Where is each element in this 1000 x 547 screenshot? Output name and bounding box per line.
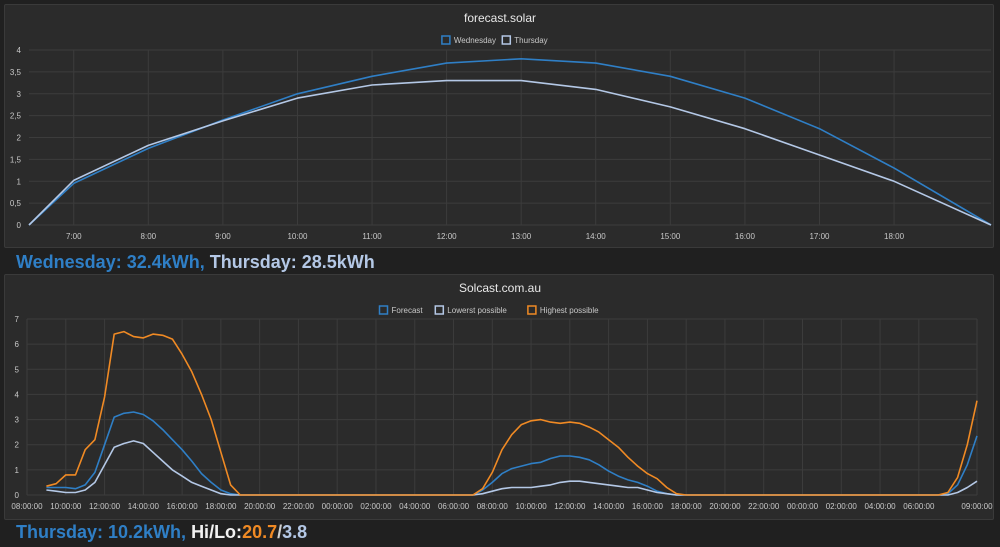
legend-label: Thursday [514, 36, 547, 45]
summary-thursday-total: Thursday: 10.2kWh, [16, 522, 187, 542]
x-tick-label: 8:00 [141, 232, 157, 241]
x-tick-label: 04:00:00 [864, 502, 896, 511]
x-tick-label: 9:00 [215, 232, 231, 241]
x-tick-label: 06:00:00 [903, 502, 935, 511]
x-tick-label: 18:00:00 [205, 502, 237, 511]
y-tick-label: 2 [17, 134, 22, 143]
x-tick-label: 13:00 [511, 232, 532, 241]
y-tick-label: 6 [15, 340, 20, 349]
y-tick-label: 3,5 [10, 68, 22, 77]
y-tick-label: 3 [15, 416, 20, 425]
legend-swatch [441, 35, 451, 45]
legend-label: Forecast [392, 306, 424, 315]
chart-title: forecast.solar [464, 11, 536, 25]
x-tick-label: 02:00:00 [360, 502, 392, 511]
legend-swatch [378, 305, 389, 315]
chart-title: Solcast.com.au [459, 281, 541, 295]
legend-swatch [527, 305, 537, 315]
x-tick-label: 14:00 [586, 232, 607, 241]
x-tick-label: 18:00 [884, 232, 905, 241]
x-tick-label: 02:00:00 [826, 502, 858, 511]
forecast-solar-panel: forecast.solar Wednesday Thursday 0 0,5 1 1,5 2… [4, 4, 994, 248]
series-line-thursday [28, 79, 992, 226]
summary-lo-value: 3.8 [282, 522, 308, 542]
x-tick-label: 16:00:00 [167, 502, 199, 511]
x-tick-label: 16:00:00 [632, 502, 664, 511]
x-tick-label: 7:00 [66, 232, 82, 241]
y-tick-label: 2,5 [10, 112, 22, 121]
legend-item: Forecast [378, 305, 424, 315]
x-tick-label: 12:00:00 [89, 502, 121, 511]
x-tick-label: 08:00:00 [11, 502, 43, 511]
series-line-highest-possible [46, 330, 978, 496]
x-tick-label: 09:00:00 [961, 502, 993, 511]
y-tick-label: 7 [15, 315, 20, 324]
legend-item: Lowerst possible [434, 305, 507, 315]
summary-hi-value: 20.7 [242, 522, 278, 542]
y-tick-label: 2 [15, 441, 20, 450]
x-tick-label: 16:00 [735, 232, 756, 241]
solcast-chart: Solcast.com.au Forecast Lowerst possible Hi… [11, 281, 993, 511]
x-tick-label: 12:00:00 [554, 502, 586, 511]
x-tick-label: 12:00 [437, 232, 458, 241]
x-tick-label: 11:00 [362, 232, 382, 241]
x-tick-label: 17:00 [809, 232, 830, 241]
x-tick-label: 22:00:00 [748, 502, 780, 511]
legend-label: Wednesday [454, 36, 496, 45]
x-tick-label: 20:00:00 [244, 502, 276, 511]
x-tick-label: 00:00:00 [322, 502, 354, 511]
legend-label: Highest possible [540, 306, 599, 315]
summary-hilo-separator: / [277, 522, 283, 542]
x-tick-label: 14:00:00 [128, 502, 160, 511]
legend-item: Highest possible [527, 305, 599, 315]
y-tick-label: 4 [15, 390, 20, 399]
y-tick-label: 1 [17, 177, 22, 186]
y-tick-label: 3 [17, 90, 22, 99]
legend-swatch [501, 35, 512, 45]
legend-swatch [434, 305, 445, 315]
series-line-forecast [46, 411, 978, 496]
solcast-panel: Solcast.com.au Forecast Lowerst possible Hi… [4, 274, 994, 520]
x-tick-label: 22:00:00 [283, 502, 315, 511]
forecast-solar-summary: Wednesday: 32.4kWh, Thursday: 28.5kWh [16, 252, 375, 273]
x-tick-label: 10:00 [287, 232, 308, 241]
x-tick-label: 10:00:00 [50, 502, 82, 511]
y-tick-label: 4 [17, 46, 22, 55]
x-tick-label: 08:00:00 [477, 502, 509, 511]
y-tick-label: 1,5 [10, 155, 22, 164]
x-tick-label: 10:00:00 [516, 502, 548, 511]
legend-item: Wednesday [441, 35, 496, 45]
x-tick-label: 18:00:00 [671, 502, 703, 511]
y-tick-label: 0,5 [10, 199, 22, 208]
summary-wednesday: Wednesday: 32.4kWh, [16, 252, 205, 272]
x-tick-label: 14:00:00 [593, 502, 625, 511]
x-tick-label: 15:00 [660, 232, 681, 241]
solcast-summary: Thursday: 10.2kWh, Hi/Lo:20.7/3.8 [16, 522, 307, 543]
y-tick-label: 1 [15, 466, 20, 475]
x-tick-label: 04:00:00 [399, 502, 431, 511]
x-tick-label: 06:00:00 [438, 502, 470, 511]
legend-label: Lowerst possible [447, 306, 507, 315]
y-tick-label: 0 [15, 491, 20, 500]
summary-thursday: Thursday: 28.5kWh [209, 252, 375, 272]
x-tick-label: 20:00:00 [709, 502, 741, 511]
y-tick-label: 0 [17, 221, 22, 230]
series-line-wednesday [28, 57, 992, 226]
forecast-solar-chart: forecast.solar Wednesday Thursday 0 0,5 1 1,5 2… [10, 11, 992, 241]
legend-item: Thursday [501, 35, 548, 45]
x-tick-label: 00:00:00 [787, 502, 819, 511]
summary-hilo-label: Hi/Lo: [191, 522, 243, 542]
y-tick-label: 5 [15, 365, 20, 374]
